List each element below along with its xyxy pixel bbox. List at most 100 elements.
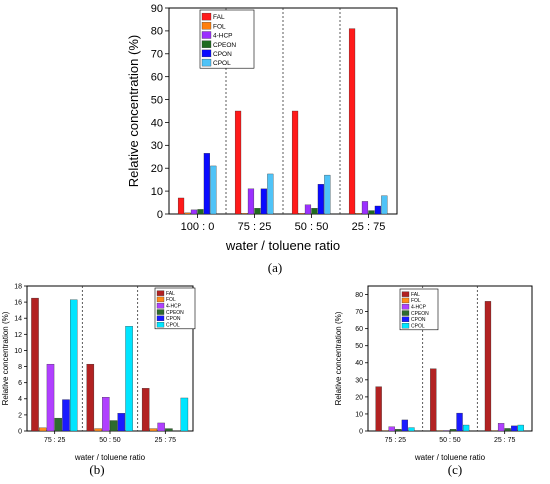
bar-cpeon-1 <box>254 208 261 215</box>
y-axis-title: Relative concentration (%) <box>126 35 141 187</box>
y-tick-label: 70 <box>355 309 363 316</box>
legend-label-cpeon: CPEON <box>166 310 184 316</box>
y-tick-label: 12 <box>14 332 22 339</box>
y-tick-label: 0 <box>18 428 22 435</box>
y-tick-label: 40 <box>355 360 363 367</box>
bar-cpol-1 <box>125 326 133 432</box>
legend-label-cpon: CPON <box>411 317 426 323</box>
legend-label-fal: FAL <box>166 291 175 297</box>
y-tick-label: 80 <box>151 26 163 38</box>
legend-swatch-fol <box>156 296 165 303</box>
bar-fal-1 <box>234 110 242 215</box>
legend-label-cpeon: CPEON <box>213 42 236 49</box>
legend-label-fol: FOL <box>213 23 226 30</box>
bar-cpeon-2 <box>311 208 318 215</box>
bar-cpol-0 <box>408 427 415 432</box>
y-tick-label: 10 <box>14 348 22 355</box>
bar-fal-0 <box>31 297 39 432</box>
legend-swatch-fal <box>401 291 410 297</box>
bar-fol-1 <box>94 428 102 432</box>
y-tick-label: 30 <box>151 140 163 152</box>
bar-fol-1 <box>241 213 248 215</box>
x-tick-label: 75 : 25 <box>385 437 407 444</box>
legend-label-cpol: CPOL <box>166 322 180 328</box>
legend-swatch-cpeon <box>156 309 165 315</box>
legend-label-fol: FOL <box>411 298 421 304</box>
plot-frame <box>367 285 533 432</box>
bar-cpeon-0 <box>54 417 62 432</box>
bar-cpol-1 <box>462 424 470 432</box>
bar-cpeon-1 <box>109 420 118 432</box>
y-tick-label: 20 <box>151 163 163 175</box>
y-tick-label: 60 <box>355 326 363 333</box>
legend-label-fol: FOL <box>166 297 176 303</box>
legend-label-cpol: CPOL <box>411 323 425 329</box>
bar-4-hcp-0 <box>388 426 395 432</box>
bar-4-hcp-2 <box>157 422 165 432</box>
bar-cpol-2 <box>517 424 524 432</box>
x-tick-label: 50 : 50 <box>439 437 461 444</box>
bar-cpol-2 <box>324 174 331 215</box>
bar-cpeon-2 <box>165 428 173 432</box>
legend-swatch-fal <box>201 12 212 21</box>
bar-cpeon-0 <box>395 429 402 432</box>
x-tick-label: 50 : 50 <box>99 437 121 444</box>
bar-cpon-0 <box>401 419 409 432</box>
x-axis-title: water / toluene ratio <box>225 238 340 253</box>
bar-fal-2 <box>141 388 150 432</box>
bar-fal-0 <box>375 386 382 432</box>
bar-4-hcp-0 <box>190 209 198 215</box>
y-tick-label: 50 <box>355 343 363 350</box>
x-tick-label: 25 : 75 <box>155 437 177 444</box>
bar-fol-0 <box>39 427 47 432</box>
bar-4-hcp-2 <box>497 423 505 432</box>
legend-swatch-cpol <box>401 322 410 329</box>
bar-cpeon-3 <box>368 210 375 215</box>
legend-label-fal: FAL <box>213 14 225 21</box>
bar-fal-0 <box>177 197 185 215</box>
panel-label-c: (c) <box>448 462 462 477</box>
x-axis-title: water / toluene ratio <box>414 453 486 462</box>
x-tick-label: 75 : 25 <box>44 437 66 444</box>
bar-cpon-2 <box>511 425 518 432</box>
bar-4-hcp-2 <box>304 204 312 215</box>
chart-panel-b: 0 2 4 6 8 10 12 14 16 18 75 : 25 50 : 50 25 : 75 wate… <box>1 283 196 462</box>
x-axis-title: water / toluene ratio <box>74 453 146 462</box>
legend-swatch-4-hcp <box>201 31 212 39</box>
x-tick-label: 25 : 75 <box>494 437 516 444</box>
y-tick-label: 20 <box>355 394 363 401</box>
bar-fal-2 <box>484 301 492 432</box>
y-tick-label: 8 <box>18 364 22 371</box>
y-tick-label: 90 <box>151 3 163 15</box>
bar-4-hcp-1 <box>443 430 450 432</box>
legend-swatch-cpeon <box>401 310 410 316</box>
legend-swatch-fol <box>201 22 212 30</box>
y-tick-label: 2 <box>18 412 22 419</box>
bar-4-hcp-1 <box>102 397 110 432</box>
bar-cpon-1 <box>117 413 126 432</box>
y-tick-label: 4 <box>18 396 22 403</box>
y-tick-label: 60 <box>151 72 163 84</box>
bar-fol-2 <box>298 213 305 215</box>
panel-label-b: (b) <box>89 462 104 477</box>
bar-fal-2 <box>291 110 299 215</box>
bar-fal-3 <box>348 28 356 215</box>
legend-swatch-cpon <box>201 49 212 58</box>
bar-fal-1 <box>430 368 437 432</box>
bar-cpon-1 <box>456 412 463 432</box>
bar-fol-3 <box>355 213 362 215</box>
legend-swatch-4-hcp <box>401 304 410 310</box>
y-axis-title: Relative concentration (%) <box>1 311 10 405</box>
legend-label-cpon: CPON <box>213 51 232 58</box>
y-tick-label: 80 <box>355 292 363 299</box>
bar-cpeon-2 <box>504 428 511 432</box>
legend-label-4-hcp: 4-HCP <box>166 304 182 310</box>
y-tick-label: 0 <box>157 209 163 221</box>
legend-swatch-cpol <box>201 58 212 67</box>
y-tick-label: 10 <box>151 186 163 198</box>
y-tick-label: 40 <box>151 117 163 129</box>
legend-swatch-4-hcp <box>156 303 165 309</box>
y-tick-label: 70 <box>151 49 163 61</box>
legend-label-fal: FAL <box>411 292 420 298</box>
legend-label-4-hcp: 4-HCP <box>213 33 233 40</box>
